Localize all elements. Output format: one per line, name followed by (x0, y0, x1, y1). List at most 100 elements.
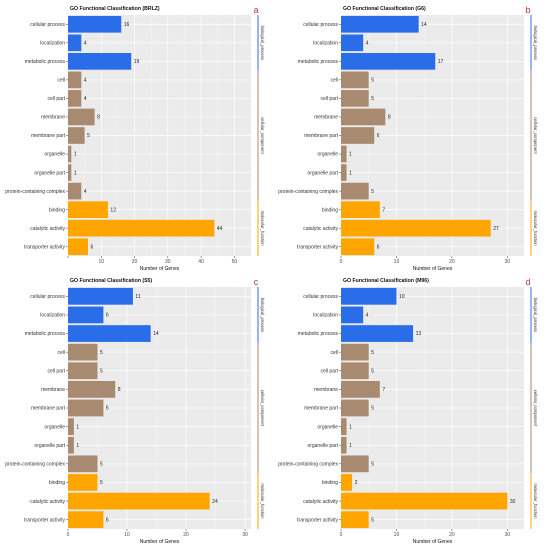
bar-value-label: 4 (84, 78, 87, 84)
bar-cellular-process (68, 15, 122, 33)
category-label: localization (40, 313, 65, 319)
bar-protein-containing-complex (68, 182, 82, 200)
chart-title: GO Functional Classification (G6) (343, 6, 426, 12)
category-label: organelle part (307, 443, 338, 449)
category-label: metabolic process (25, 59, 66, 65)
chart-title: GO Functional Classification (BRLZ) (70, 6, 160, 12)
bar-organelle-part (341, 436, 347, 454)
category-label: localization (40, 41, 65, 47)
bar-membrane (341, 108, 386, 126)
bar-value-label: 5 (87, 133, 90, 139)
category-label: metabolic process (25, 331, 66, 337)
category-label: protein-containing complex (278, 462, 338, 468)
x-tick-label: 10 (98, 259, 104, 265)
category-label: cell part (47, 96, 65, 102)
group-label-biological-process: biological_process (260, 26, 265, 60)
bar-value-label: 1 (76, 424, 79, 430)
bar-value-label: 8 (97, 115, 100, 121)
bar-value-label: 6 (106, 313, 109, 319)
category-label: cell part (47, 368, 65, 374)
bar-transporter-activity (68, 511, 104, 529)
category-label: binding (322, 207, 338, 213)
x-axis-title: Number of Genes (413, 266, 453, 272)
category-label: organelle (44, 152, 65, 158)
category-label: binding (49, 207, 65, 213)
bar-organelle (341, 145, 347, 163)
x-tick-label: 10 (394, 259, 400, 265)
bar-value-label: 14 (153, 331, 159, 337)
bar-value-label: 5 (371, 96, 374, 102)
group-label-molecular-function: molecular_function (533, 483, 538, 519)
panel-letter: d (525, 277, 530, 287)
bar-value-label: 5 (100, 480, 103, 486)
bar-value-label: 5 (371, 517, 374, 523)
bar-value-label: 5 (100, 462, 103, 468)
category-label: localization (313, 313, 338, 319)
bar-membrane (68, 381, 116, 398)
category-label: membrane (41, 387, 65, 393)
bar-protein-containing-complex (341, 182, 369, 200)
x-tick-label: 30 (242, 532, 248, 538)
bar-membrane-part (341, 127, 375, 144)
group-label-molecular-function: molecular_function (533, 211, 538, 247)
category-label: metabolic process (298, 331, 339, 337)
bar-value-label: 5 (371, 189, 374, 195)
bar-value-label: 6 (377, 244, 380, 250)
category-label: cell (57, 350, 65, 356)
bar-value-label: 16 (124, 22, 130, 28)
category-label: cellular process (303, 294, 338, 300)
category-label: protein-containing complex (5, 462, 65, 468)
category-label: binding (322, 480, 338, 486)
bar-cellular-process (341, 15, 419, 33)
x-tick-label: 20 (449, 532, 455, 538)
group-label-cellular-component: cellular_component (533, 390, 538, 427)
bar-organelle-part (68, 164, 72, 181)
bar-value-label: 14 (421, 22, 427, 28)
chart-title: GO Functional Classification (S5) (70, 278, 152, 284)
bar-catalytic-activity (68, 492, 210, 510)
chart-panel-c: GO Functional Classification (S5) c 0 10 20 3… (5, 277, 265, 544)
bar-value-label: 4 (84, 189, 87, 195)
group-label-cellular-component: cellular_component (260, 117, 265, 154)
bar-value-label: 1 (349, 152, 352, 158)
bar-metabolic-process (68, 325, 151, 342)
bar-value-label: 5 (371, 78, 374, 84)
bar-metabolic-process (68, 53, 132, 70)
category-label: catalytic activity (303, 226, 338, 232)
x-tick-label: 30 (165, 259, 171, 265)
x-axis-title: Number of Genes (413, 539, 453, 544)
bar-value-label: 44 (217, 226, 223, 232)
category-label: membrane (314, 115, 338, 121)
bar-value-label: 19 (134, 59, 140, 65)
bar-value-label: 8 (118, 387, 121, 393)
category-label: transporter activity (24, 244, 65, 250)
bar-membrane-part (68, 127, 85, 144)
bar-value-label: 5 (371, 350, 374, 356)
bar-metabolic-process (341, 325, 414, 342)
bar-value-label: 4 (84, 41, 87, 47)
bar-value-label: 4 (84, 96, 87, 102)
bar-protein-containing-complex (341, 455, 369, 473)
x-tick-label: 0 (67, 532, 70, 538)
category-label: organelle part (34, 443, 65, 449)
bar-value-label: 4 (366, 41, 369, 47)
bar-organelle-part (341, 164, 347, 181)
bar-organelle (341, 418, 347, 435)
category-label: catalytic activity (303, 499, 338, 505)
category-label: transporter activity (297, 517, 338, 523)
bar-cell-part (68, 362, 98, 380)
category-label: cellular process (303, 22, 338, 28)
category-label: cell part (320, 96, 338, 102)
panel-letter: b (525, 5, 530, 15)
bar-transporter-activity (341, 511, 369, 529)
bar-membrane (341, 381, 380, 398)
bar-transporter-activity (68, 238, 88, 256)
bar-value-label: 1 (74, 152, 77, 158)
category-label: protein-containing complex (5, 189, 65, 195)
category-label: cell (57, 78, 65, 84)
x-tick-label: 10 (124, 532, 130, 538)
bar-value-label: 11 (135, 294, 140, 300)
bar-value-label: 7 (382, 207, 385, 213)
x-axis-title: Number of Genes (140, 266, 180, 272)
bar-metabolic-process (341, 53, 436, 70)
